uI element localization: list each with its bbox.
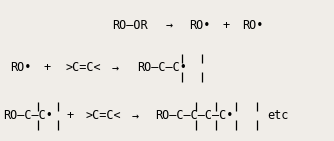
Text: etc: etc [267,109,289,122]
Text: →: → [165,19,172,32]
Text: →: → [112,61,119,74]
Text: →: → [132,109,139,122]
Text: RO–C–C–C–C•: RO–C–C–C–C• [155,109,234,122]
Text: RO•: RO• [10,61,31,74]
Text: RO•: RO• [189,19,210,32]
Text: +: + [67,109,74,122]
Text: +: + [43,61,50,74]
Text: +: + [222,19,229,32]
Text: RO–C–C•: RO–C–C• [3,109,53,122]
Text: RO–C–C•: RO–C–C• [137,61,187,74]
Text: >C=C<: >C=C< [65,61,101,74]
Text: RO•: RO• [242,19,264,32]
Text: RO–OR: RO–OR [112,19,148,32]
Text: >C=C<: >C=C< [85,109,121,122]
